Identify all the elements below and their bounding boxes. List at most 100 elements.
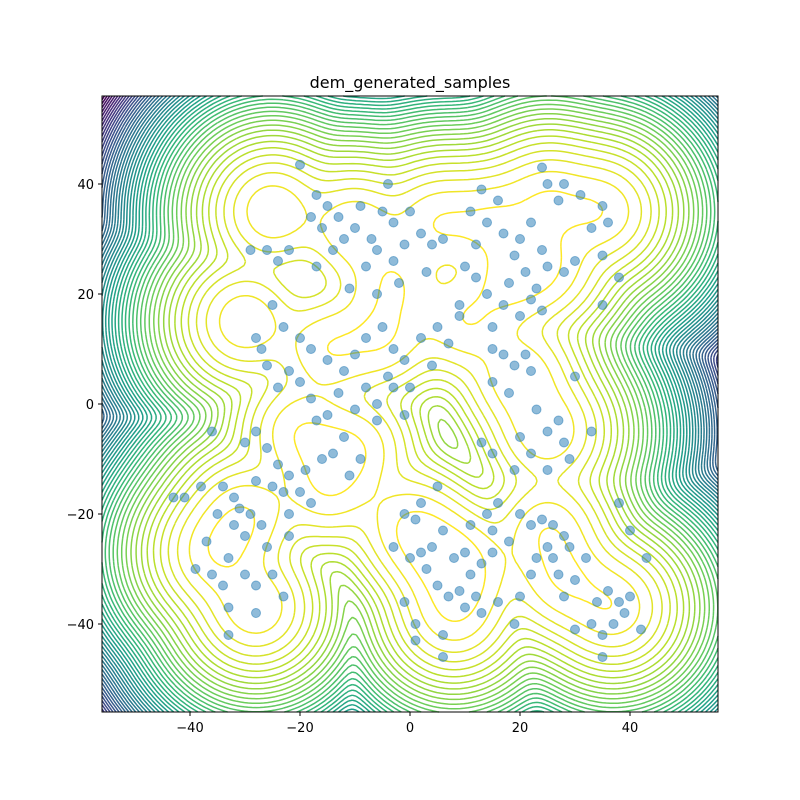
contour-line — [101, 95, 719, 713]
sample-point — [311, 190, 322, 200]
sample-point — [267, 569, 278, 580]
sample-point — [625, 591, 635, 602]
sample-point — [603, 586, 613, 596]
sample-point — [322, 355, 333, 365]
contour-line — [207, 190, 613, 623]
sample-point — [251, 333, 261, 343]
sample-point — [636, 624, 646, 635]
sample-point — [295, 333, 305, 343]
sample-point — [240, 569, 250, 580]
sample-point — [515, 591, 525, 602]
sample-point — [421, 564, 432, 574]
sample-point — [333, 212, 344, 222]
sample-point — [262, 542, 272, 552]
sample-point — [333, 388, 344, 398]
sample-point — [273, 382, 283, 393]
sample-point — [449, 553, 459, 563]
sample-point — [498, 300, 509, 310]
sample-point — [212, 509, 223, 519]
sample-point — [339, 234, 349, 244]
sample-point — [438, 652, 448, 662]
sample-point — [493, 597, 503, 607]
sample-point — [625, 525, 635, 536]
sample-point — [498, 349, 509, 360]
sample-point — [542, 261, 553, 272]
sample-point — [218, 481, 228, 492]
contour-line — [167, 149, 663, 663]
sample-point — [284, 531, 294, 541]
sample-point — [350, 223, 360, 233]
sample-point — [493, 195, 503, 206]
sample-point — [344, 283, 355, 294]
contour-line — [108, 95, 719, 713]
contour-line — [116, 99, 715, 713]
sample-point — [168, 492, 179, 503]
sample-point — [487, 448, 498, 459]
sample-point — [377, 322, 388, 332]
sample-point — [179, 492, 190, 503]
sample-point — [509, 465, 520, 475]
sample-point — [405, 553, 415, 563]
sample-point — [537, 162, 547, 173]
sample-point — [399, 410, 410, 420]
contour-line — [101, 95, 719, 713]
sample-point — [454, 586, 465, 596]
sample-point — [460, 261, 470, 272]
sample-point — [317, 454, 327, 464]
contour-line — [101, 95, 719, 713]
sample-point — [443, 591, 454, 602]
x-tick-label: 20 — [512, 721, 529, 736]
sample-point — [328, 448, 338, 459]
sample-point — [339, 432, 349, 442]
y-tick-label: 20 — [77, 288, 94, 303]
y-tick-label: −40 — [67, 618, 94, 633]
sample-point — [460, 602, 470, 613]
sample-point — [603, 217, 613, 228]
sample-point — [542, 426, 553, 437]
contour-line — [101, 95, 719, 713]
sample-point — [207, 426, 217, 437]
x-tick-label: −20 — [286, 721, 313, 736]
sample-point — [454, 311, 465, 321]
sample-point — [548, 553, 558, 563]
sample-point — [509, 250, 520, 261]
sample-point — [267, 300, 278, 310]
sample-point — [399, 509, 410, 519]
sample-point — [262, 443, 272, 453]
sample-point — [245, 509, 256, 519]
sample-point — [366, 234, 377, 244]
sample-point — [245, 245, 256, 255]
sample-point — [438, 234, 448, 244]
sample-point — [608, 619, 619, 629]
x-tick-label: −40 — [176, 721, 203, 736]
sample-point — [421, 267, 432, 277]
sample-point — [482, 509, 492, 519]
sample-point — [542, 542, 553, 552]
contour-line — [101, 95, 122, 126]
contour-line — [135, 117, 696, 696]
sample-point — [520, 349, 531, 360]
sample-point — [559, 591, 569, 602]
scatter-layer — [168, 159, 652, 662]
sample-point — [553, 569, 564, 580]
sample-point — [388, 382, 399, 393]
sample-point — [454, 300, 465, 310]
contour-line — [130, 112, 701, 701]
contour-line — [101, 95, 130, 713]
sample-point — [388, 542, 399, 552]
sample-point — [251, 608, 261, 618]
sample-point — [223, 553, 234, 563]
sample-point — [388, 217, 399, 228]
sample-point — [240, 437, 250, 448]
sample-point — [256, 520, 267, 530]
sample-point — [262, 360, 272, 371]
sample-point — [597, 300, 608, 310]
sample-point — [284, 470, 294, 481]
sample-point — [295, 377, 305, 387]
contour-line — [125, 108, 706, 705]
sample-point — [306, 212, 316, 222]
sample-point — [388, 256, 399, 266]
sample-point — [515, 311, 525, 321]
sample-point — [465, 206, 476, 217]
